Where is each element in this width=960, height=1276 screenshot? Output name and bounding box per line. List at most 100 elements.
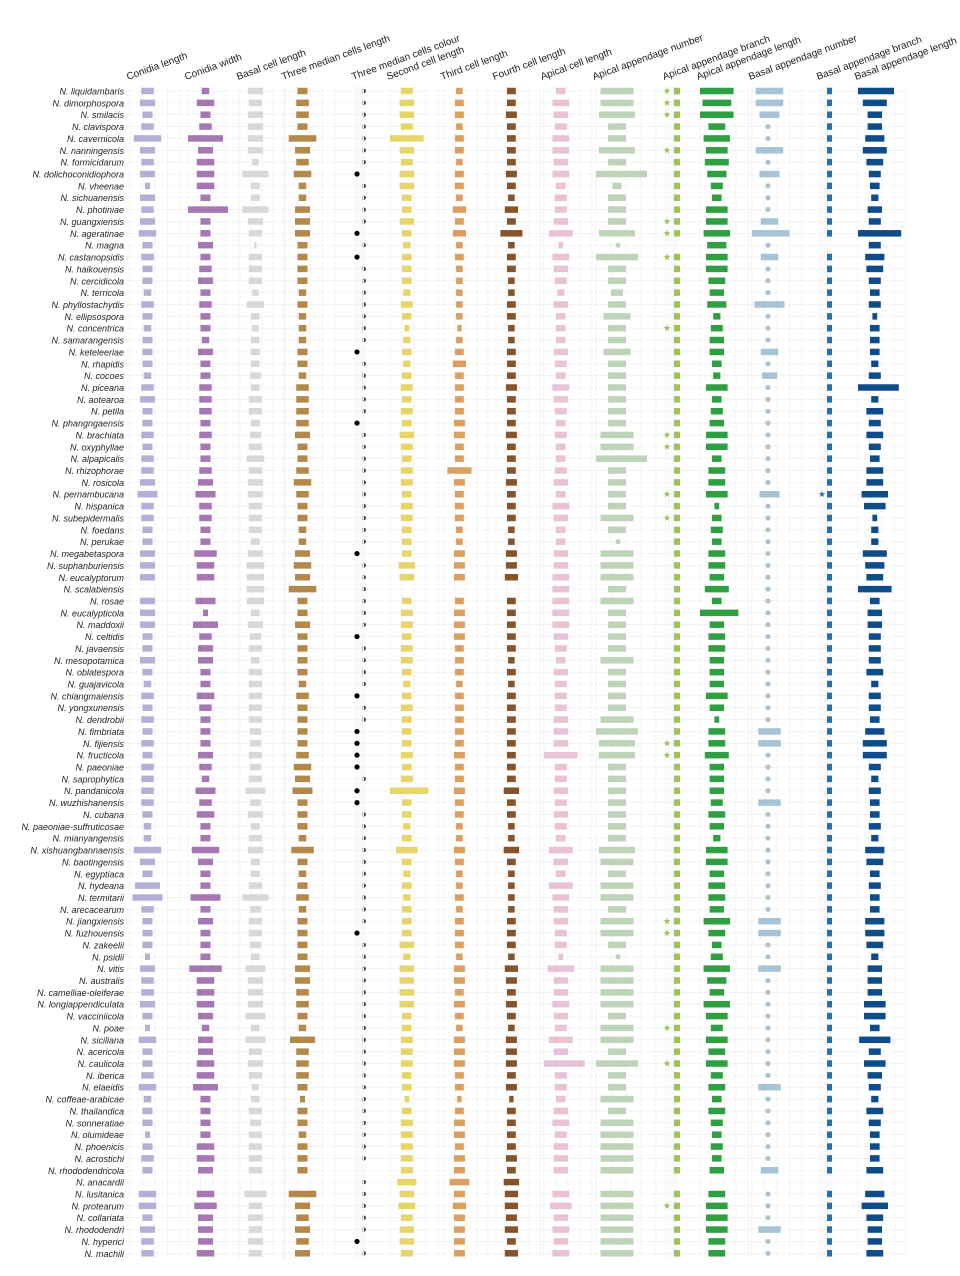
species-label: N. foedans: [80, 525, 124, 535]
basal-cell-length-bar: [252, 1083, 259, 1091]
basal-branch-marker: [827, 882, 832, 889]
apical-cell-length-bar: [548, 882, 573, 889]
apical-cell-length-bar: [553, 1107, 568, 1115]
basal-appendage-number-dot: [765, 645, 771, 652]
apical-branch-marker: [674, 645, 680, 652]
basal-appendage-length-bar: [868, 692, 881, 700]
basal-branch-marker: [827, 775, 832, 783]
fourth-cell-length-bar: [508, 834, 515, 842]
third-cell-length-bar: [455, 668, 464, 676]
basal-cell-length-bar: [248, 443, 262, 451]
basal-cell-length-bar: [251, 348, 260, 356]
apical-appendage-number-bar: [608, 823, 626, 830]
species-label: N. acrostichi: [74, 1154, 125, 1164]
apical-appendage-length-bar: [709, 348, 724, 356]
apical-branch-marker: [674, 158, 680, 166]
pale-colour-marker-half: [364, 848, 366, 852]
apical-branch-star: [663, 490, 671, 498]
pale-colour-marker-half: [364, 717, 366, 722]
basal-cell-length-bar: [246, 574, 265, 581]
conidia-length-bar: [140, 170, 155, 178]
basal-appendage-length-bar: [870, 1024, 880, 1032]
basal-appendage-number-dot: [765, 835, 771, 841]
apical-cell-length-bar: [553, 562, 568, 569]
basal-appendage-number-dot: [765, 135, 771, 142]
three-median-cells-length-bar: [297, 455, 308, 462]
basal-appendage-length-bar: [868, 419, 881, 427]
basal-appendage-length-bar: [870, 870, 880, 878]
basal-branch-marker: [827, 1036, 832, 1044]
apical-branch-marker: [674, 716, 680, 723]
basal-appendage-number-bar: [754, 301, 785, 308]
three-median-cells-length-bar: [296, 467, 309, 474]
basal-appendage-length-bar: [870, 1131, 880, 1138]
third-cell-length-bar: [453, 1131, 465, 1138]
species-label: N. yongxunensis: [57, 703, 124, 713]
apical-appendage-number-bar: [608, 668, 626, 676]
second-cell-length-bar: [399, 218, 414, 225]
grid-lines: [126, 86, 907, 1260]
third-cell-length-bar: [453, 846, 465, 854]
species-label: N. magna: [85, 241, 124, 251]
fourth-cell-length-bar: [505, 479, 517, 486]
basal-branch-marker: [827, 1190, 832, 1198]
apical-cell-length-bar: [556, 313, 566, 320]
conidia-length-bar: [138, 230, 157, 237]
conidia-length-bar: [141, 977, 154, 984]
apical-branch-marker: [674, 87, 680, 95]
apical-appendage-number-bar: [608, 479, 626, 486]
apical-appendage-number-bar: [608, 834, 626, 842]
basal-branch-marker: [827, 657, 832, 664]
apical-branch-marker: [674, 917, 680, 925]
second-cell-length-bar: [400, 514, 413, 522]
species-label: N. elaeidis: [82, 1083, 125, 1093]
basal-cell-length-bar: [247, 147, 264, 154]
apical-appendage-number-bar: [608, 336, 626, 344]
third-cell-length-bar: [455, 811, 464, 818]
column-header-conidia-length: Conidia length: [125, 51, 189, 83]
basal-appendage-length-bar: [870, 799, 880, 806]
conidia-width-bar: [200, 716, 211, 723]
apical-appendage-length-bar: [712, 360, 722, 368]
fourth-cell-length-bar: [508, 680, 515, 688]
apical-appendage-number-bar: [608, 277, 626, 285]
basal-appendage-number-bar: [760, 348, 779, 356]
three-median-cells-length-bar: [297, 728, 308, 735]
basal-cell-length-bar: [251, 823, 260, 830]
fourth-cell-length-bar: [507, 1119, 516, 1127]
pale-colour-marker-half: [364, 966, 366, 971]
basal-branch-marker: [827, 906, 832, 913]
basal-appendage-number-bar: [758, 965, 781, 972]
basal-appendage-length-bar: [868, 277, 881, 285]
basal-branch-marker: [827, 1226, 832, 1233]
basal-cell-length-bar: [245, 1036, 266, 1044]
conidia-width-bar: [200, 443, 211, 451]
apical-branch-marker: [674, 1155, 680, 1162]
basal-branch-marker: [827, 716, 832, 723]
apical-appendage-length-bar: [709, 1167, 724, 1174]
fourth-cell-length-bar: [507, 147, 516, 154]
fourth-cell-length-bar: [507, 609, 516, 617]
fourth-cell-length-bar: [508, 882, 515, 889]
species-label: N. perukae: [80, 537, 124, 547]
apical-appendage-number-bar: [608, 265, 626, 273]
basal-branch-marker: [827, 823, 832, 830]
three-median-cells-length-bar: [298, 870, 307, 878]
apical-cell-length-bar: [553, 348, 568, 356]
conidia-length-bar: [140, 621, 155, 628]
species-label: N. sichuanensis: [60, 193, 124, 203]
basal-branch-marker: [827, 550, 832, 557]
apical-cell-length-bar: [553, 989, 568, 996]
apical-branch-marker: [674, 787, 680, 794]
basal-appendage-number-bar: [759, 490, 780, 498]
species-label: N. castanopsidis: [58, 253, 125, 263]
third-cell-length-bar: [455, 1143, 464, 1150]
basal-branch-marker: [827, 562, 832, 569]
third-cell-length-bar: [455, 396, 464, 403]
basal-cell-length-bar: [248, 253, 262, 261]
pale-colour-marker-half: [364, 705, 366, 710]
third-cell-length-bar: [453, 609, 465, 617]
second-cell-length-bar: [402, 313, 412, 320]
conidia-length-bar: [141, 906, 154, 913]
apical-appendage-number-bar: [599, 740, 635, 747]
